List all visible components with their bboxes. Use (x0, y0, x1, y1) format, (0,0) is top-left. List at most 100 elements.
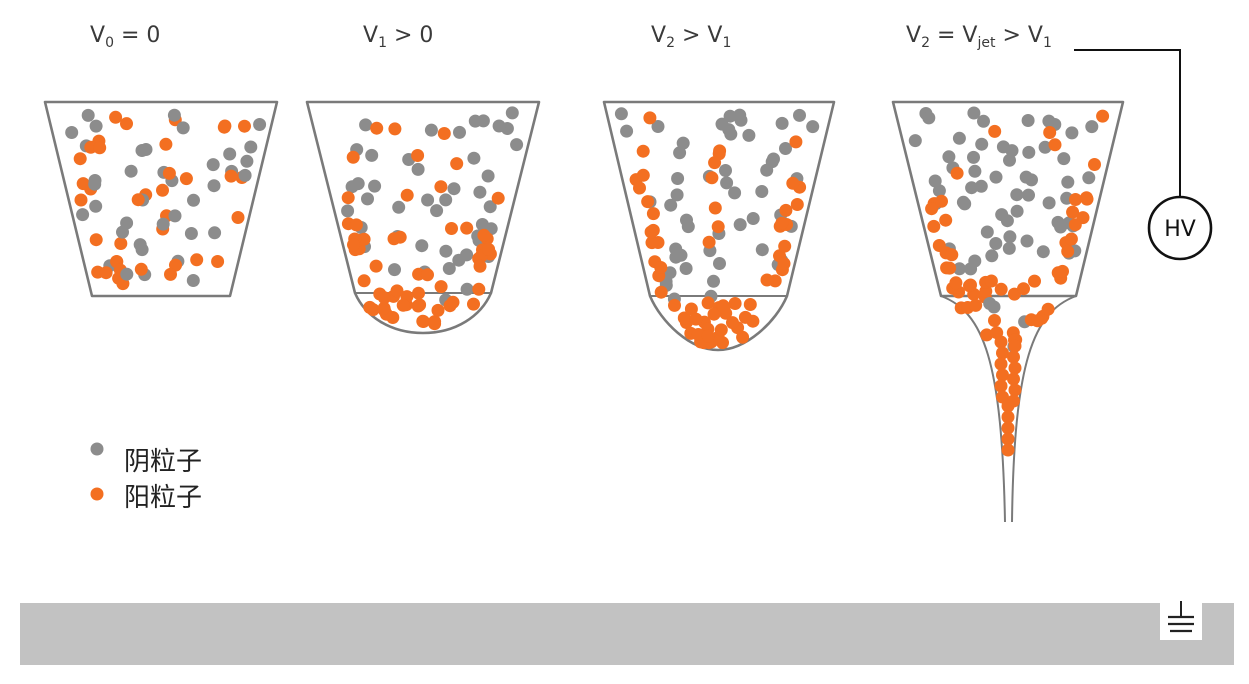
positive-particle (636, 144, 650, 158)
negative-particle (388, 263, 401, 277)
positive-particle (708, 201, 722, 215)
positive-particle (1048, 138, 1062, 152)
positive-particle (416, 315, 430, 328)
positive-particle (714, 323, 728, 337)
negative-particle (253, 118, 267, 131)
label-relation: > 0 (387, 23, 433, 48)
negative-particle (974, 179, 988, 193)
negative-particle (922, 111, 936, 125)
negative-particle (614, 107, 628, 121)
negative-particle (1038, 140, 1052, 154)
negative-particle (120, 216, 134, 230)
label-relation: > V (675, 23, 722, 48)
negative-particle (351, 177, 365, 191)
negative-particle (775, 116, 789, 130)
positive-particle (1008, 339, 1022, 353)
negative-particle (223, 147, 237, 161)
negative-particle (724, 127, 738, 141)
positive-particle (217, 120, 231, 134)
nozzle-state-0 (43, 100, 279, 298)
legend: 阴粒子 阳粒子 (90, 442, 202, 513)
positive-particle (377, 291, 391, 305)
negative-particle (1002, 241, 1016, 255)
legend-positive-particle-swatch (90, 487, 104, 501)
negative-particle (168, 209, 182, 223)
positive-particle (477, 228, 491, 242)
negative-particle (421, 193, 435, 207)
ground-icon (1160, 598, 1202, 640)
positive-particle (411, 149, 425, 162)
negative-particle (156, 217, 170, 231)
positive-particle (996, 368, 1009, 382)
negative-particle (206, 158, 220, 172)
positive-particle (711, 220, 725, 234)
negative-particle (1010, 188, 1024, 202)
positive-particle (708, 156, 722, 170)
negative-particle (359, 118, 373, 132)
positive-particle (950, 166, 964, 180)
positive-particle (1069, 193, 1082, 206)
positive-particle (1001, 399, 1015, 413)
positive-particle (349, 218, 363, 232)
positive-particle (421, 268, 434, 282)
negative-particle (734, 113, 748, 127)
negative-particle (238, 168, 252, 182)
positive-particle (1001, 432, 1015, 446)
positive-particle (159, 137, 173, 151)
negative-particle (1065, 126, 1079, 140)
positive-particle (472, 282, 486, 296)
label-subscript: 1 (722, 35, 731, 51)
positive-particle (994, 282, 1008, 296)
positive-particle (984, 274, 998, 288)
positive-particle (412, 286, 425, 300)
positive-particle (1041, 302, 1055, 316)
positive-particle (74, 193, 88, 207)
voltage-label-state-2: V2 > V1 (651, 23, 731, 51)
positive-particle (705, 171, 719, 185)
label-subscript: 2 (921, 35, 930, 51)
positive-particle (396, 298, 410, 312)
positive-particle (1056, 264, 1069, 278)
positive-particle (641, 195, 655, 209)
negative-particle (475, 218, 489, 231)
negative-particle (89, 199, 103, 213)
negative-particle (392, 200, 406, 214)
positive-particle (633, 181, 646, 195)
negative-particle (977, 114, 990, 128)
label-relation: > V (995, 23, 1042, 48)
label-subscript-jet: jet (976, 35, 996, 51)
positive-particle (190, 253, 204, 267)
negative-particle (1022, 188, 1035, 202)
negative-particle (1010, 204, 1024, 218)
negative-particle (996, 140, 1010, 154)
voltage-label-state-1: V1 > 0 (363, 23, 433, 51)
negative-particle (964, 262, 978, 276)
negative-particle (1036, 245, 1050, 259)
negative-particle (760, 163, 774, 177)
positive-particle (726, 316, 739, 330)
negative-particle (985, 249, 999, 263)
positive-particle (964, 278, 977, 292)
positive-particle (738, 310, 752, 324)
negative-particle (442, 262, 456, 275)
negative-particle (187, 193, 200, 207)
positive-particle (646, 207, 660, 221)
positive-particle (73, 152, 87, 166)
negative-particle (452, 253, 466, 267)
negative-particle (779, 142, 792, 155)
negative-particle (1057, 152, 1071, 166)
negative-particle (953, 262, 966, 276)
positive-particle (162, 166, 176, 180)
positive-particle (1080, 191, 1093, 205)
positive-particle (341, 191, 355, 205)
negative-particle (510, 138, 524, 152)
positive-particle (778, 239, 792, 253)
negative-particle (1019, 170, 1033, 184)
positive-particle (473, 259, 487, 273)
positive-particle (434, 280, 448, 294)
negative-particle (368, 179, 382, 193)
positive-particle (988, 314, 1001, 327)
negative-particle (1085, 120, 1099, 134)
positive-particle (701, 296, 715, 310)
